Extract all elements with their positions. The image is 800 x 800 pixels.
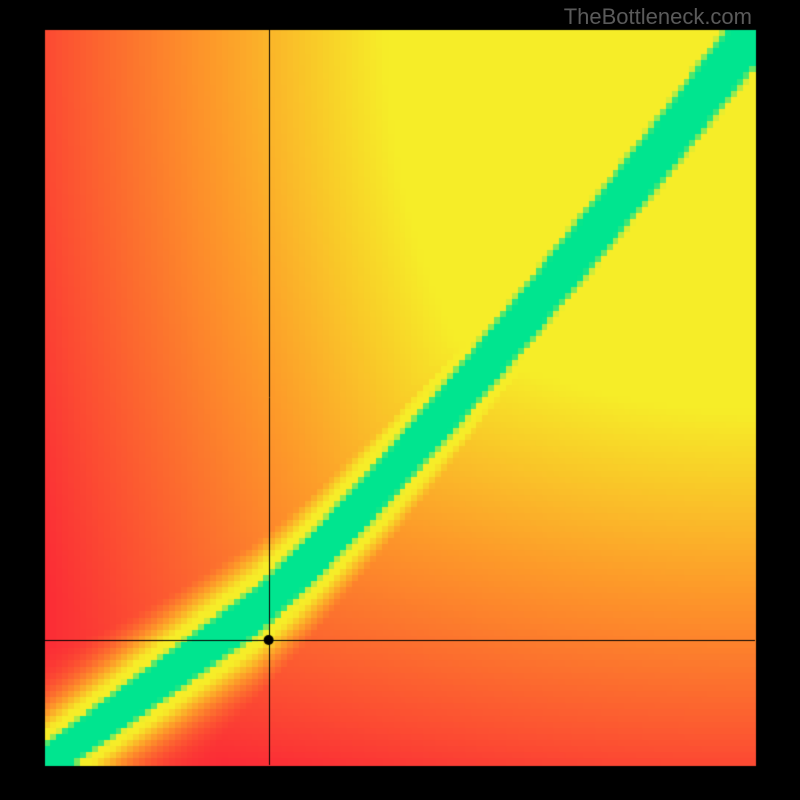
chart-root: TheBottleneck.com xyxy=(0,0,800,800)
bottleneck-heatmap xyxy=(0,0,800,800)
watermark-text: TheBottleneck.com xyxy=(564,4,752,30)
